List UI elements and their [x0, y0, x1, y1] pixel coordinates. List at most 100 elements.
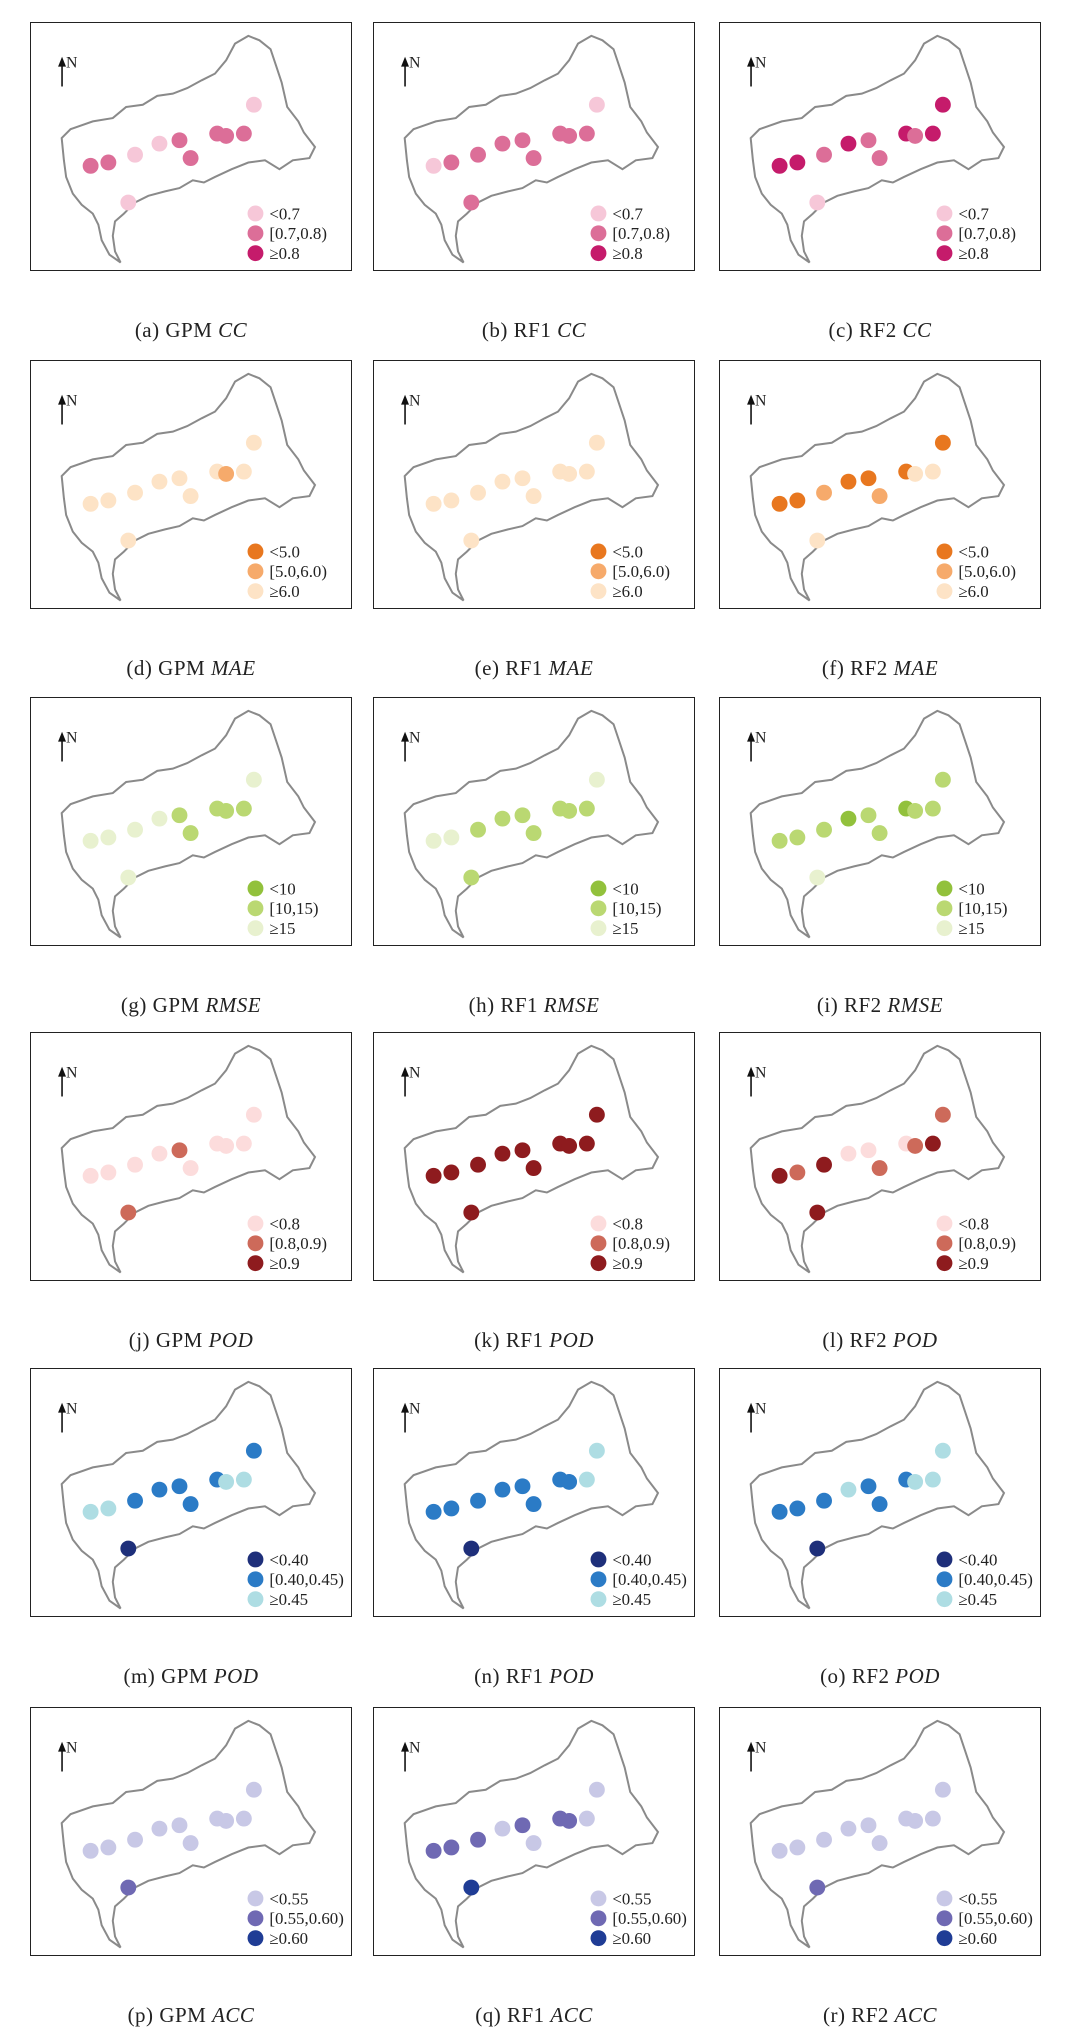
panel-letter: (e)	[474, 656, 500, 680]
legend-label: ≥0.9	[269, 1254, 299, 1273]
station-marker	[235, 463, 252, 480]
legend-swatch	[247, 920, 264, 937]
map-panel: N <0.55 [0.55,0.60) ≥0.60 (q) RF1 ACC	[373, 1707, 695, 2033]
map-svg: N <0.55[0.55,0.60)≥0.60	[58, 1719, 344, 1949]
station-marker	[789, 1500, 806, 1517]
panel-metric: MAE	[893, 656, 939, 680]
legend-label: <10	[958, 879, 984, 898]
station-marker	[934, 1106, 951, 1123]
legend-label: <0.55	[612, 1889, 651, 1908]
legend-swatch	[590, 1910, 607, 1927]
panel-caption: (e) RF1 MAE	[373, 656, 695, 681]
station-marker	[860, 470, 877, 487]
panel-metric: RMSE	[543, 993, 600, 1017]
panel-letter: (q)	[475, 2003, 502, 2027]
station-marker	[235, 1810, 252, 1827]
station-marker	[182, 825, 199, 842]
station-marker	[463, 1540, 480, 1557]
station-marker	[120, 1879, 137, 1896]
station-marker	[907, 465, 924, 482]
station-marker	[588, 771, 605, 788]
panel-caption: (l) RF2 POD	[719, 1328, 1041, 1353]
north-label: N	[66, 1401, 78, 1418]
panel-metric: MAE	[548, 656, 594, 680]
station-marker	[871, 1160, 888, 1177]
legend-label: [10,15)	[958, 899, 1007, 918]
legend-label: ≥0.45	[269, 1590, 308, 1609]
station-marker	[470, 1492, 486, 1509]
station-marker	[425, 1503, 442, 1520]
north-arrow-icon	[58, 394, 67, 425]
station-marker	[182, 150, 199, 167]
station-marker	[934, 1442, 951, 1459]
station-marker	[789, 492, 806, 509]
station-marker	[561, 465, 578, 482]
legend-swatch	[590, 1591, 607, 1608]
station-marker	[120, 194, 137, 211]
map-panel: N <0.40 [0.40,0.45) ≥0.45 (o) RF2 POD	[719, 1368, 1041, 1694]
map-svg: N <5.0[5.0,6.0)≥6.0	[401, 372, 670, 602]
panel-metric: CC	[902, 318, 932, 342]
station-marker	[924, 800, 941, 817]
station-marker	[182, 488, 199, 505]
panel-letter: (o)	[820, 1664, 847, 1688]
station-marker	[588, 1106, 605, 1123]
legend-swatch	[590, 1890, 607, 1907]
map-frame: N <0.8 [0.8,0.9) ≥0.9	[30, 1032, 352, 1281]
legend-swatch	[936, 1930, 953, 1947]
legend-label: [0.8,0.9)	[958, 1234, 1016, 1253]
station-marker	[82, 832, 99, 849]
station-marker	[578, 800, 595, 817]
legend-swatch	[590, 880, 607, 897]
station-marker	[840, 810, 857, 827]
legend-label: <10	[612, 879, 638, 898]
legend-label: [0.8,0.9)	[612, 1234, 670, 1253]
legend-label: ≥0.60	[269, 1929, 308, 1948]
legend-label: <0.8	[269, 1214, 300, 1233]
north-label: N	[755, 1740, 767, 1757]
legend-label: [5.0,6.0)	[612, 562, 670, 581]
legend-swatch	[936, 1215, 953, 1232]
panel-caption: (q) RF1 ACC	[373, 2003, 695, 2028]
legend-label: [5.0,6.0)	[958, 562, 1016, 581]
panel-model: RF1	[505, 1328, 544, 1352]
station-marker	[218, 1812, 235, 1829]
station-marker	[871, 1496, 888, 1513]
legend-label: <0.40	[269, 1550, 308, 1569]
panel-letter: (n)	[474, 1664, 501, 1688]
map-panel: N <0.40 [0.40,0.45) ≥0.45 (m) GPM POD	[30, 1368, 352, 1694]
station-marker	[151, 1820, 168, 1837]
station-marker	[443, 1839, 460, 1856]
panel-letter: (b)	[481, 318, 508, 342]
station-marker	[235, 1471, 252, 1488]
station-marker	[907, 1137, 924, 1154]
legend-label: ≥0.8	[612, 244, 642, 263]
legend-swatch	[247, 225, 264, 242]
legend-label: ≥0.9	[612, 1254, 642, 1273]
station-marker	[151, 810, 168, 827]
legend-swatch	[936, 1910, 953, 1927]
station-marker	[561, 1812, 578, 1829]
legend-swatch	[590, 225, 607, 242]
panel-metric: POD	[549, 1664, 594, 1688]
station-marker	[525, 1835, 542, 1852]
station-marker	[494, 135, 511, 152]
station-marker	[871, 1835, 888, 1852]
legend-swatch	[590, 1235, 607, 1252]
map-frame: N <0.55 [0.55,0.60) ≥0.60	[719, 1707, 1041, 1956]
north-arrow-icon	[401, 394, 410, 425]
legend-swatch	[936, 205, 953, 222]
station-marker	[809, 532, 826, 549]
station-marker	[907, 1473, 924, 1490]
legend-label: ≥0.9	[958, 1254, 988, 1273]
station-marker	[245, 434, 262, 451]
station-marker	[816, 146, 832, 163]
station-marker	[463, 532, 480, 549]
panel-caption: (g) GPM RMSE	[30, 993, 352, 1018]
panel-metric: RMSE	[205, 993, 262, 1017]
station-marker	[171, 1817, 188, 1834]
north-label: N	[409, 1065, 421, 1082]
map-svg: N <0.8[0.8,0.9)≥0.9	[747, 1044, 1016, 1274]
panel-letter: (p)	[127, 2003, 154, 2027]
legend-swatch	[247, 1255, 264, 1272]
